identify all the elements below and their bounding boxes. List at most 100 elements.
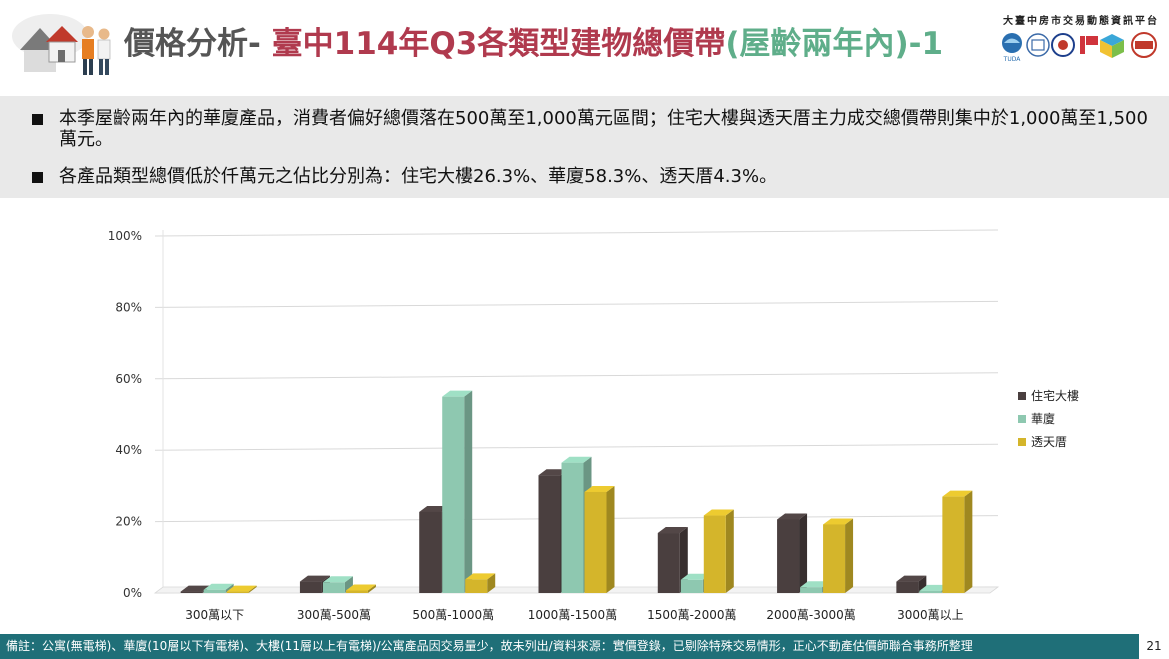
bar-side xyxy=(344,576,353,593)
building-logo-icon xyxy=(1026,33,1050,57)
bar-top xyxy=(942,490,973,497)
bar xyxy=(226,591,249,593)
platform-name: 大臺中房市交易動態資訊平台 xyxy=(1003,16,1159,27)
bar xyxy=(442,396,465,593)
x-tick-label: 500萬-1000萬 xyxy=(412,608,494,622)
gridline xyxy=(154,372,999,380)
bar-top xyxy=(800,581,831,588)
bar xyxy=(942,496,965,593)
bar xyxy=(777,519,800,593)
bar-side xyxy=(487,573,496,593)
x-tick-label: 1000萬-1500萬 xyxy=(528,608,617,622)
gridline xyxy=(154,300,999,308)
y-tick-label: 80% xyxy=(115,300,142,314)
bar-top xyxy=(680,573,711,580)
red-shape-logo-icon xyxy=(1080,36,1098,54)
bar xyxy=(584,491,607,593)
bar xyxy=(419,511,442,593)
bar xyxy=(203,589,226,593)
legend-swatch xyxy=(1018,415,1026,423)
summary-panel: 本季屋齡兩年內的華廈產品，消費者偏好總價落在500萬至1,000萬元區間；住宅大… xyxy=(0,96,1169,198)
bar-top xyxy=(345,584,376,591)
bar xyxy=(322,582,345,593)
legend-label: 華廈 xyxy=(1031,411,1055,426)
bar-top xyxy=(703,509,734,516)
gridline xyxy=(154,229,999,237)
x-tick-label: 2000萬-3000萬 xyxy=(766,608,855,622)
bullet-square-icon xyxy=(32,172,43,183)
y-tick-label: 20% xyxy=(115,515,142,529)
bar-top xyxy=(203,583,234,590)
bar-side xyxy=(845,518,854,593)
bar-top xyxy=(561,456,592,463)
cube-logo-icon xyxy=(1100,34,1124,58)
price-band-bar-chart: 0% 20% 40% 60% 80% 100% 300萬以下 300萬-500萬 500萬-10… xyxy=(108,229,1079,622)
bar-top xyxy=(584,485,615,492)
bar-side xyxy=(225,583,234,593)
bar-side xyxy=(725,509,734,593)
y-tick-label: 0% xyxy=(123,586,142,600)
bar xyxy=(299,581,322,593)
title-main: 臺中114年Q3各類型建物總價帶 xyxy=(271,26,726,62)
bar-side xyxy=(606,485,615,593)
bar xyxy=(919,590,942,593)
title-section-label: 價格分析- xyxy=(124,26,261,62)
x-tick-label: 3000萬以上 xyxy=(897,608,964,622)
bar xyxy=(823,524,846,593)
partner-logos: TUDA xyxy=(1002,32,1157,63)
bullet-square-icon xyxy=(32,114,43,125)
bar-top xyxy=(657,527,688,534)
bar-side xyxy=(464,390,473,593)
bar-side xyxy=(799,513,808,593)
red-seal-logo-icon xyxy=(1131,32,1157,58)
bar-top xyxy=(180,585,211,592)
bar-top xyxy=(322,576,353,583)
bar xyxy=(180,591,203,593)
x-tick-label: 300萬-500萬 xyxy=(297,608,371,622)
bar xyxy=(657,533,680,593)
summary-text: 各產品類型總價低於仟萬元之佔比分別為：住宅大樓26.3%、華廈58.3%、透天厝… xyxy=(59,166,778,187)
x-tick-label: 300萬以下 xyxy=(185,608,244,622)
bar-top xyxy=(823,518,854,525)
bar xyxy=(680,579,703,593)
svg-text:TUDA: TUDA xyxy=(1003,56,1022,63)
bar xyxy=(538,475,561,593)
association-logo-icon xyxy=(1051,33,1075,57)
bar xyxy=(345,590,368,593)
tuda-logo-icon: TUDA xyxy=(1002,33,1022,63)
page-number: 21 xyxy=(1139,634,1169,659)
header: 價格分析- 臺中114年Q3各類型建物總價帶(屋齡兩年內)-1 大臺中房市交易動… xyxy=(0,0,1169,82)
y-tick-label: 60% xyxy=(115,372,142,386)
bar-top xyxy=(465,573,496,580)
bar-top xyxy=(538,469,569,476)
footer-note: 備註：公寓(無電梯)、華廈(10層以下有電梯)、大樓(11層以上有電梯)/公寓產… xyxy=(0,634,1139,659)
bar-side xyxy=(964,490,973,593)
bar-top xyxy=(896,575,927,582)
x-tick-label: 1500萬-2000萬 xyxy=(647,608,736,622)
bar xyxy=(465,579,488,593)
bar-top xyxy=(777,513,808,520)
legend-label: 透天厝 xyxy=(1031,435,1067,449)
legend-swatch xyxy=(1018,392,1026,400)
bar xyxy=(800,587,823,593)
bar-side xyxy=(367,584,376,593)
y-tick-label: 100% xyxy=(108,229,142,243)
bar-top xyxy=(419,505,450,512)
bar xyxy=(703,515,726,593)
bar-side xyxy=(918,575,927,593)
bar-side xyxy=(248,585,257,593)
bar xyxy=(896,581,919,593)
y-tick-label: 40% xyxy=(115,443,142,457)
page-title: 價格分析- 臺中114年Q3各類型建物總價帶(屋齡兩年內)-1 xyxy=(124,18,943,63)
bar-top xyxy=(919,584,950,591)
bar-top xyxy=(299,575,330,582)
bar xyxy=(561,462,584,593)
gridline xyxy=(154,443,999,451)
bar-top xyxy=(442,390,473,397)
bar-top xyxy=(226,585,257,592)
legend-swatch xyxy=(1018,438,1026,446)
legend-label: 住宅大樓 xyxy=(1031,388,1079,403)
house-people-illustration-icon xyxy=(12,14,111,75)
title-age-note: (屋齡兩年內)-1 xyxy=(725,26,944,62)
summary-text: 本季屋齡兩年內的華廈產品，消費者偏好總價落在500萬至1,000萬元區間；住宅大… xyxy=(59,108,1148,150)
